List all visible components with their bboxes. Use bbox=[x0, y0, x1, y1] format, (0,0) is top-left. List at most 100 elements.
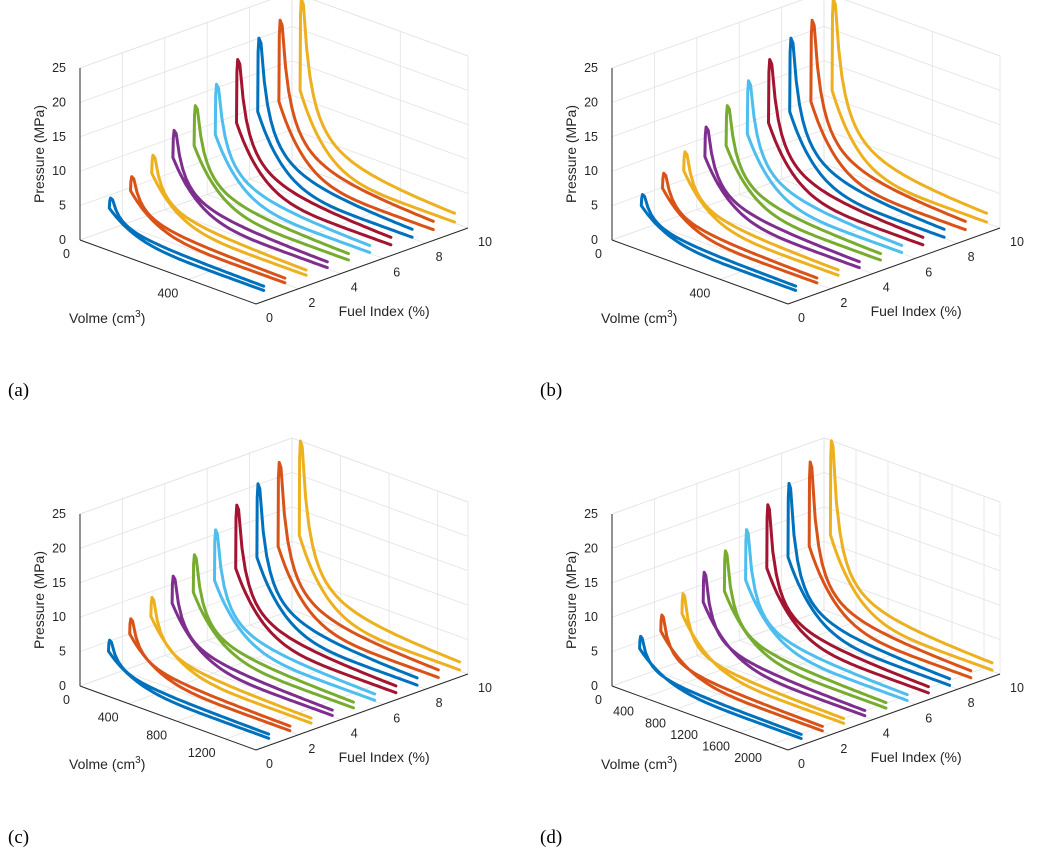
axis-labels: Pressure (MPa) Volme (cm3) Fuel Index (%) bbox=[31, 105, 430, 326]
z-tick-label: 10 bbox=[52, 164, 66, 178]
grid-line bbox=[823, 506, 1001, 572]
y-axis-line bbox=[255, 227, 469, 305]
z-tick-label: 25 bbox=[584, 61, 598, 75]
panel-letter: (b) bbox=[540, 380, 562, 401]
series-line-fuel-7 bbox=[235, 58, 393, 247]
y-tick-label: 2 bbox=[308, 742, 315, 756]
y-axis-label: Fuel Index (%) bbox=[871, 749, 962, 765]
z-axis-label: Pressure (MPa) bbox=[31, 105, 47, 203]
y-axis-line bbox=[255, 673, 469, 751]
tick-labels: 0 5 10 15 20 25 0 400 0 2 4 6 8 10 bbox=[584, 61, 1024, 325]
series-line-fuel-8 bbox=[788, 36, 946, 239]
series-line-fuel-5 bbox=[722, 549, 888, 710]
x-tick-label: 800 bbox=[645, 716, 666, 730]
series-line-fuel-3 bbox=[680, 592, 846, 725]
x-tick-label: 0 bbox=[595, 247, 602, 261]
x-axis-line bbox=[79, 239, 257, 305]
series-line-fuel-7 bbox=[765, 503, 930, 695]
grid-line bbox=[611, 0, 803, 69]
box-edge bbox=[611, 437, 825, 515]
series-line-fuel-6 bbox=[213, 82, 372, 254]
grid-line bbox=[291, 506, 469, 572]
x-axis-label: Volme (cm3) bbox=[601, 755, 677, 772]
z-axis-label: Pressure (MPa) bbox=[31, 551, 47, 649]
x-tick-label: 2000 bbox=[734, 751, 762, 765]
x-axis-label: Volme (cm3) bbox=[601, 309, 677, 326]
series-line-fuel-9 bbox=[276, 460, 440, 679]
x-tick-label: 400 bbox=[689, 286, 710, 300]
x-axis-line bbox=[79, 685, 257, 751]
panel-a: 0 5 10 15 20 25 0 400 0 2 4 6 8 10 Pressure (MPa) Volme… bbox=[8, 0, 492, 401]
axes bbox=[611, 68, 1001, 305]
series-line-fuel-10 bbox=[298, 0, 456, 224]
y-axis-label: Fuel Index (%) bbox=[339, 749, 430, 765]
x-tick-label: 400 bbox=[157, 286, 178, 300]
z-tick-label: 0 bbox=[591, 679, 598, 693]
y-tick-label: 6 bbox=[925, 265, 932, 279]
grid-line bbox=[291, 60, 469, 126]
axis-labels: Pressure (MPa) Volme (cm3) Fuel Index (%) bbox=[31, 551, 430, 772]
series-line-fuel-4 bbox=[171, 128, 329, 270]
y-axis-label: Fuel Index (%) bbox=[871, 303, 962, 319]
series-line-fuel-2 bbox=[128, 617, 292, 733]
y-tick-label: 4 bbox=[351, 281, 358, 295]
series-line-fuel-10 bbox=[830, 0, 988, 224]
grid-line bbox=[611, 609, 825, 687]
series-line-fuel-1 bbox=[639, 193, 798, 292]
z-tick-label: 15 bbox=[52, 576, 66, 590]
tick-labels: 0 5 10 15 20 25 0 400 800 1200 1600 2000 0 2 4 6 8 10 bbox=[584, 507, 1024, 771]
x-tick-label: 400 bbox=[98, 711, 119, 725]
grid-line bbox=[128, 627, 341, 705]
series-group bbox=[107, 0, 456, 292]
x-tick-label: 400 bbox=[613, 705, 634, 719]
series-group bbox=[638, 439, 994, 740]
series-line-fuel-10 bbox=[828, 439, 994, 672]
grid-line bbox=[79, 506, 293, 584]
series-line-fuel-1 bbox=[638, 634, 803, 740]
y-tick-label: 4 bbox=[351, 727, 358, 741]
y-axis-label: Fuel Index (%) bbox=[339, 303, 430, 319]
z-tick-label: 20 bbox=[52, 95, 66, 109]
x-axis-label: Volme (cm3) bbox=[69, 309, 145, 326]
z-tick-label: 25 bbox=[52, 61, 66, 75]
series-line-fuel-2 bbox=[129, 175, 287, 285]
x-tick-label: 1200 bbox=[188, 746, 216, 760]
y-tick-label: 2 bbox=[840, 296, 847, 310]
grid-line bbox=[823, 26, 1001, 91]
z-tick-label: 0 bbox=[59, 679, 66, 693]
z-tick-label: 5 bbox=[59, 645, 66, 659]
panel-b: 0 5 10 15 20 25 0 400 0 2 4 6 8 10 Pressure (MPa) Volme… bbox=[540, 0, 1024, 401]
z-tick-label: 10 bbox=[584, 610, 598, 624]
x-tick-label: 1200 bbox=[670, 728, 698, 742]
grid-line bbox=[823, 60, 1001, 126]
z-axis-label: Pressure (MPa) bbox=[563, 551, 579, 649]
grid-line bbox=[312, 0, 469, 57]
y-tick-label: 10 bbox=[478, 235, 492, 249]
series-line-fuel-3 bbox=[682, 150, 840, 277]
z-tick-label: 5 bbox=[591, 199, 598, 213]
series-line-fuel-7 bbox=[767, 58, 925, 247]
x-tick-label: 0 bbox=[595, 693, 602, 707]
z-tick-label: 10 bbox=[584, 164, 598, 178]
grid-line bbox=[844, 0, 1001, 57]
z-tick-label: 5 bbox=[591, 645, 598, 659]
tick-labels: 0 5 10 15 20 25 0 400 800 1200 0 2 4 6 8 10 bbox=[52, 507, 492, 771]
grid-line bbox=[291, 94, 469, 160]
y-tick-label: 8 bbox=[436, 696, 443, 710]
y-tick-label: 0 bbox=[266, 311, 273, 325]
grid-line bbox=[823, 540, 1001, 606]
grid-line bbox=[611, 575, 825, 652]
grid-line bbox=[291, 472, 469, 537]
x-tick-label: 800 bbox=[146, 728, 167, 742]
box-edge bbox=[611, 0, 803, 69]
grid-line bbox=[79, 540, 293, 618]
tick-labels: 0 5 10 15 20 25 0 400 0 2 4 6 8 10 bbox=[52, 61, 492, 325]
y-tick-label: 6 bbox=[925, 711, 932, 725]
box-edge bbox=[844, 0, 1001, 57]
box-edge bbox=[79, 437, 293, 515]
y-axis-line bbox=[787, 227, 1001, 305]
z-tick-label: 25 bbox=[584, 507, 598, 521]
grid-line bbox=[79, 60, 293, 138]
